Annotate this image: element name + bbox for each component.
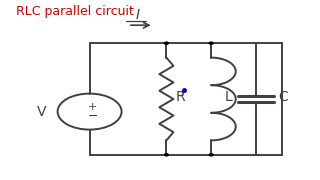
Text: +: + xyxy=(88,102,98,112)
Text: L: L xyxy=(225,90,233,104)
Circle shape xyxy=(164,42,168,44)
Text: V: V xyxy=(37,105,46,119)
Text: I: I xyxy=(136,8,140,22)
Text: RLC parallel circuit: RLC parallel circuit xyxy=(16,5,134,18)
Circle shape xyxy=(164,154,168,156)
Circle shape xyxy=(209,42,213,44)
Text: −: − xyxy=(88,110,98,123)
Circle shape xyxy=(209,154,213,156)
Text: R: R xyxy=(176,90,186,104)
Text: C: C xyxy=(278,90,288,104)
